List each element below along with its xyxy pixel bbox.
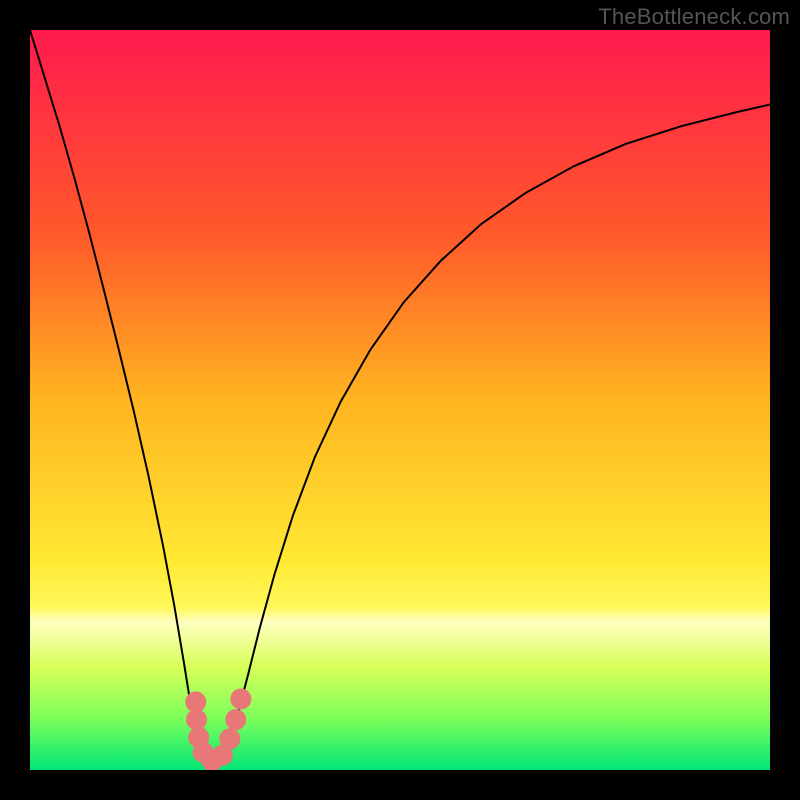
marker-point	[186, 692, 206, 712]
plot-svg	[30, 30, 770, 770]
plot-area	[30, 30, 770, 770]
marker-point	[231, 689, 251, 709]
watermark-text: TheBottleneck.com	[598, 4, 790, 30]
gradient-background	[30, 30, 770, 770]
chart-container: TheBottleneck.com	[0, 0, 800, 800]
marker-point	[220, 729, 240, 749]
marker-point	[226, 710, 246, 730]
marker-point	[187, 710, 207, 730]
